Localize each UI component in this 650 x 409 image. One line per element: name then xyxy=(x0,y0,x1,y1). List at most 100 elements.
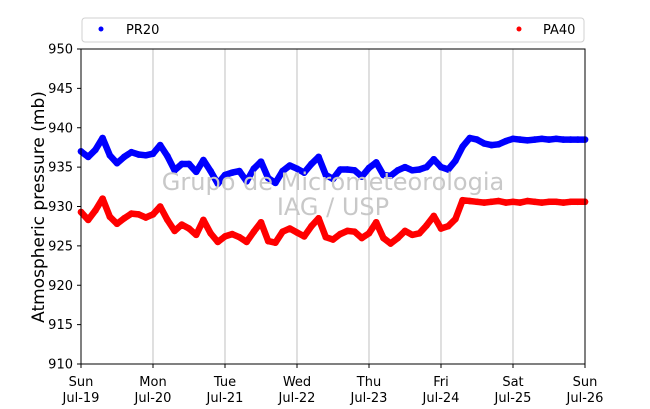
data-point xyxy=(178,221,186,228)
data-point xyxy=(466,197,474,205)
data-point xyxy=(545,198,553,206)
data-point xyxy=(567,198,574,206)
data-point xyxy=(135,211,142,218)
data-point xyxy=(502,199,510,206)
grid xyxy=(152,49,514,364)
data-point xyxy=(423,222,430,229)
data-point xyxy=(214,238,222,246)
data-point xyxy=(473,198,481,206)
data-point xyxy=(300,233,308,240)
data-point xyxy=(531,198,538,206)
data-point xyxy=(372,159,380,166)
data-point xyxy=(164,152,171,160)
data-point xyxy=(344,227,351,235)
data-point xyxy=(495,140,502,148)
x-tick-date: Jul-19 xyxy=(62,391,100,406)
data-point xyxy=(430,155,438,163)
data-point xyxy=(524,197,531,205)
data-point xyxy=(524,137,531,144)
legend-marker-pr20 xyxy=(98,26,104,32)
data-point xyxy=(459,143,466,150)
data-point xyxy=(286,162,294,169)
data-point xyxy=(531,136,538,143)
data-point xyxy=(99,195,106,202)
y-tick-label: 950 xyxy=(48,43,73,58)
data-point xyxy=(171,227,178,235)
x-tick-day: Fri xyxy=(433,375,449,390)
data-point xyxy=(538,199,546,206)
data-point xyxy=(293,165,301,172)
data-point xyxy=(156,203,164,210)
data-point xyxy=(207,167,214,175)
data-point xyxy=(480,140,488,147)
data-point xyxy=(365,164,373,172)
data-point xyxy=(358,234,366,242)
y-tick-label: 930 xyxy=(48,200,73,215)
data-point xyxy=(149,150,157,158)
watermark-line-1: Grupo de Micrometeorologia xyxy=(162,168,504,196)
data-point xyxy=(466,134,474,142)
data-point xyxy=(401,163,409,171)
x-tick-date: Jul-25 xyxy=(494,391,532,406)
data-point xyxy=(444,222,452,230)
data-point xyxy=(315,153,322,161)
data-point xyxy=(243,238,250,246)
data-point xyxy=(322,171,330,179)
data-point xyxy=(192,168,200,176)
data-point xyxy=(336,166,344,173)
data-point xyxy=(380,234,387,242)
data-point xyxy=(279,167,286,175)
data-point xyxy=(185,160,193,168)
data-point xyxy=(516,199,524,206)
data-point xyxy=(156,141,164,149)
data-point xyxy=(509,198,517,206)
data-point xyxy=(120,153,128,161)
data-point xyxy=(272,179,279,187)
data-point xyxy=(200,216,207,224)
x-tick-day: Sun xyxy=(69,375,94,390)
data-point xyxy=(178,160,186,168)
data-point xyxy=(444,166,452,173)
data-point xyxy=(113,159,121,167)
data-point xyxy=(257,158,265,165)
y-tick-label: 910 xyxy=(48,358,73,373)
data-point xyxy=(495,197,502,205)
data-point xyxy=(538,135,546,143)
data-point xyxy=(351,228,358,235)
watermark-line-2: IAG / USP xyxy=(277,193,389,221)
data-point xyxy=(365,229,373,237)
data-point xyxy=(509,135,517,143)
data-point xyxy=(452,215,459,223)
data-point xyxy=(480,199,488,206)
x-axis: SunJul-19MonJul-20TueJul-21WedJul-22ThuJ… xyxy=(62,364,603,406)
y-axis-title: Atmospheric pressure (mb) xyxy=(29,91,49,323)
data-point xyxy=(92,207,99,214)
x-tick-day: Tue xyxy=(213,375,236,390)
x-tick-date: Jul-21 xyxy=(206,391,244,406)
data-point xyxy=(387,240,394,247)
data-point xyxy=(308,160,315,168)
data-point xyxy=(106,152,114,159)
data-point xyxy=(84,216,92,224)
data-point xyxy=(560,199,567,206)
data-point xyxy=(437,225,445,232)
data-point xyxy=(344,166,351,173)
data-point xyxy=(567,136,574,143)
data-point xyxy=(164,216,171,224)
data-point xyxy=(185,225,193,232)
data-point xyxy=(264,174,272,182)
x-tick-day: Sat xyxy=(502,375,523,390)
data-point xyxy=(236,233,243,241)
x-tick-day: Wed xyxy=(283,375,311,390)
data-point xyxy=(84,153,92,161)
data-point xyxy=(416,166,423,173)
legend-label-pa40: PA40 xyxy=(543,23,575,38)
data-point xyxy=(322,233,330,241)
data-point xyxy=(228,230,236,238)
data-point xyxy=(300,169,308,176)
data-point xyxy=(120,215,128,222)
data-point xyxy=(250,165,258,172)
x-tick-day: Thu xyxy=(356,375,381,390)
data-point xyxy=(142,214,150,221)
data-point xyxy=(92,146,99,154)
